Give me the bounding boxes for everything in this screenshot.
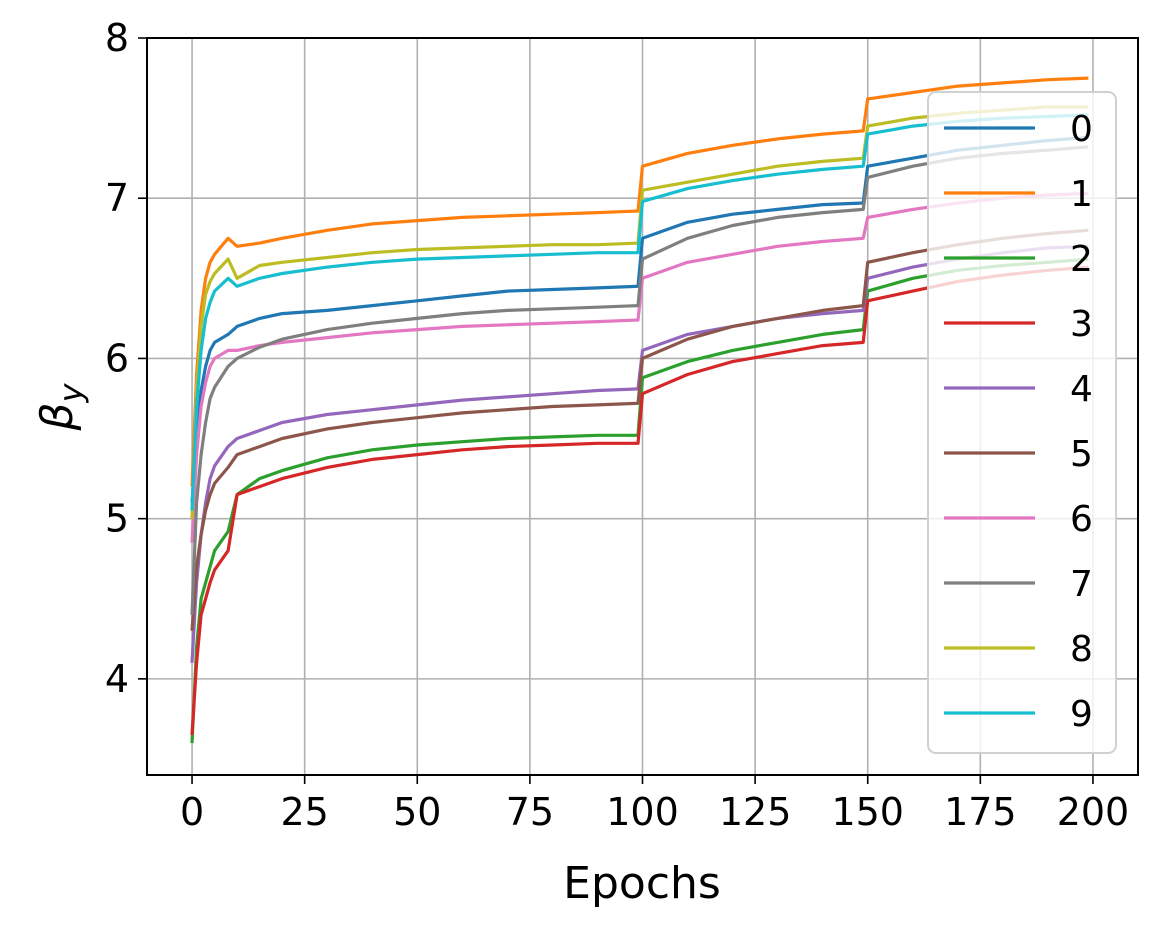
series-line-5 bbox=[190, 228, 1089, 631]
x-tick-label: 150 bbox=[831, 790, 904, 834]
x-tick-label: 0 bbox=[180, 790, 204, 834]
x-tick-label: 50 bbox=[393, 790, 441, 834]
x-tick-label: 100 bbox=[606, 790, 679, 834]
series-line-7 bbox=[190, 145, 1089, 615]
y-tick-label: 6 bbox=[105, 336, 129, 380]
legend-label-5: 5 bbox=[1070, 434, 1093, 475]
series-layer bbox=[190, 76, 1089, 744]
x-axis: 0 25 50 75 100 125 150 175 200 bbox=[180, 775, 1129, 834]
y-tick-label: 4 bbox=[105, 657, 129, 701]
y-tick-label: 8 bbox=[105, 16, 129, 60]
legend-label-3: 3 bbox=[1070, 304, 1093, 345]
legend-label-6: 6 bbox=[1070, 499, 1093, 540]
series-line-1 bbox=[190, 76, 1089, 487]
y-axis-title: βy bbox=[32, 382, 90, 431]
series-line-8 bbox=[190, 105, 1089, 519]
legend-label-8: 8 bbox=[1070, 629, 1093, 670]
y-tick-label: 5 bbox=[105, 497, 129, 541]
series-line-4 bbox=[190, 244, 1089, 663]
series-line-6 bbox=[190, 191, 1089, 543]
y-axis: 4 5 6 7 8 bbox=[105, 16, 147, 701]
legend-label-1: 1 bbox=[1070, 174, 1093, 215]
x-tick-label: 175 bbox=[944, 790, 1017, 834]
y-axis-title-subscript: y bbox=[52, 382, 90, 403]
x-tick-label: 75 bbox=[506, 790, 554, 834]
legend-label-0: 0 bbox=[1070, 109, 1093, 150]
legend-label-4: 4 bbox=[1070, 369, 1093, 410]
legend-label-7: 7 bbox=[1070, 564, 1093, 605]
series-line-0 bbox=[190, 135, 1089, 503]
legend-label-2: 2 bbox=[1070, 239, 1093, 280]
x-axis-title: Epochs bbox=[563, 858, 721, 909]
legend: 0 1 2 3 4 5 6 7 8 9 bbox=[927, 91, 1117, 754]
y-axis-title-base: β bbox=[32, 402, 83, 431]
legend-label-9: 9 bbox=[1070, 694, 1093, 735]
series-line-3 bbox=[190, 265, 1089, 736]
series-line-9 bbox=[190, 113, 1089, 511]
y-tick-label: 7 bbox=[105, 176, 129, 220]
x-tick-label: 125 bbox=[719, 790, 792, 834]
x-tick-label: 25 bbox=[280, 790, 328, 834]
series-line-2 bbox=[190, 257, 1089, 744]
x-tick-label: 200 bbox=[1057, 790, 1130, 834]
